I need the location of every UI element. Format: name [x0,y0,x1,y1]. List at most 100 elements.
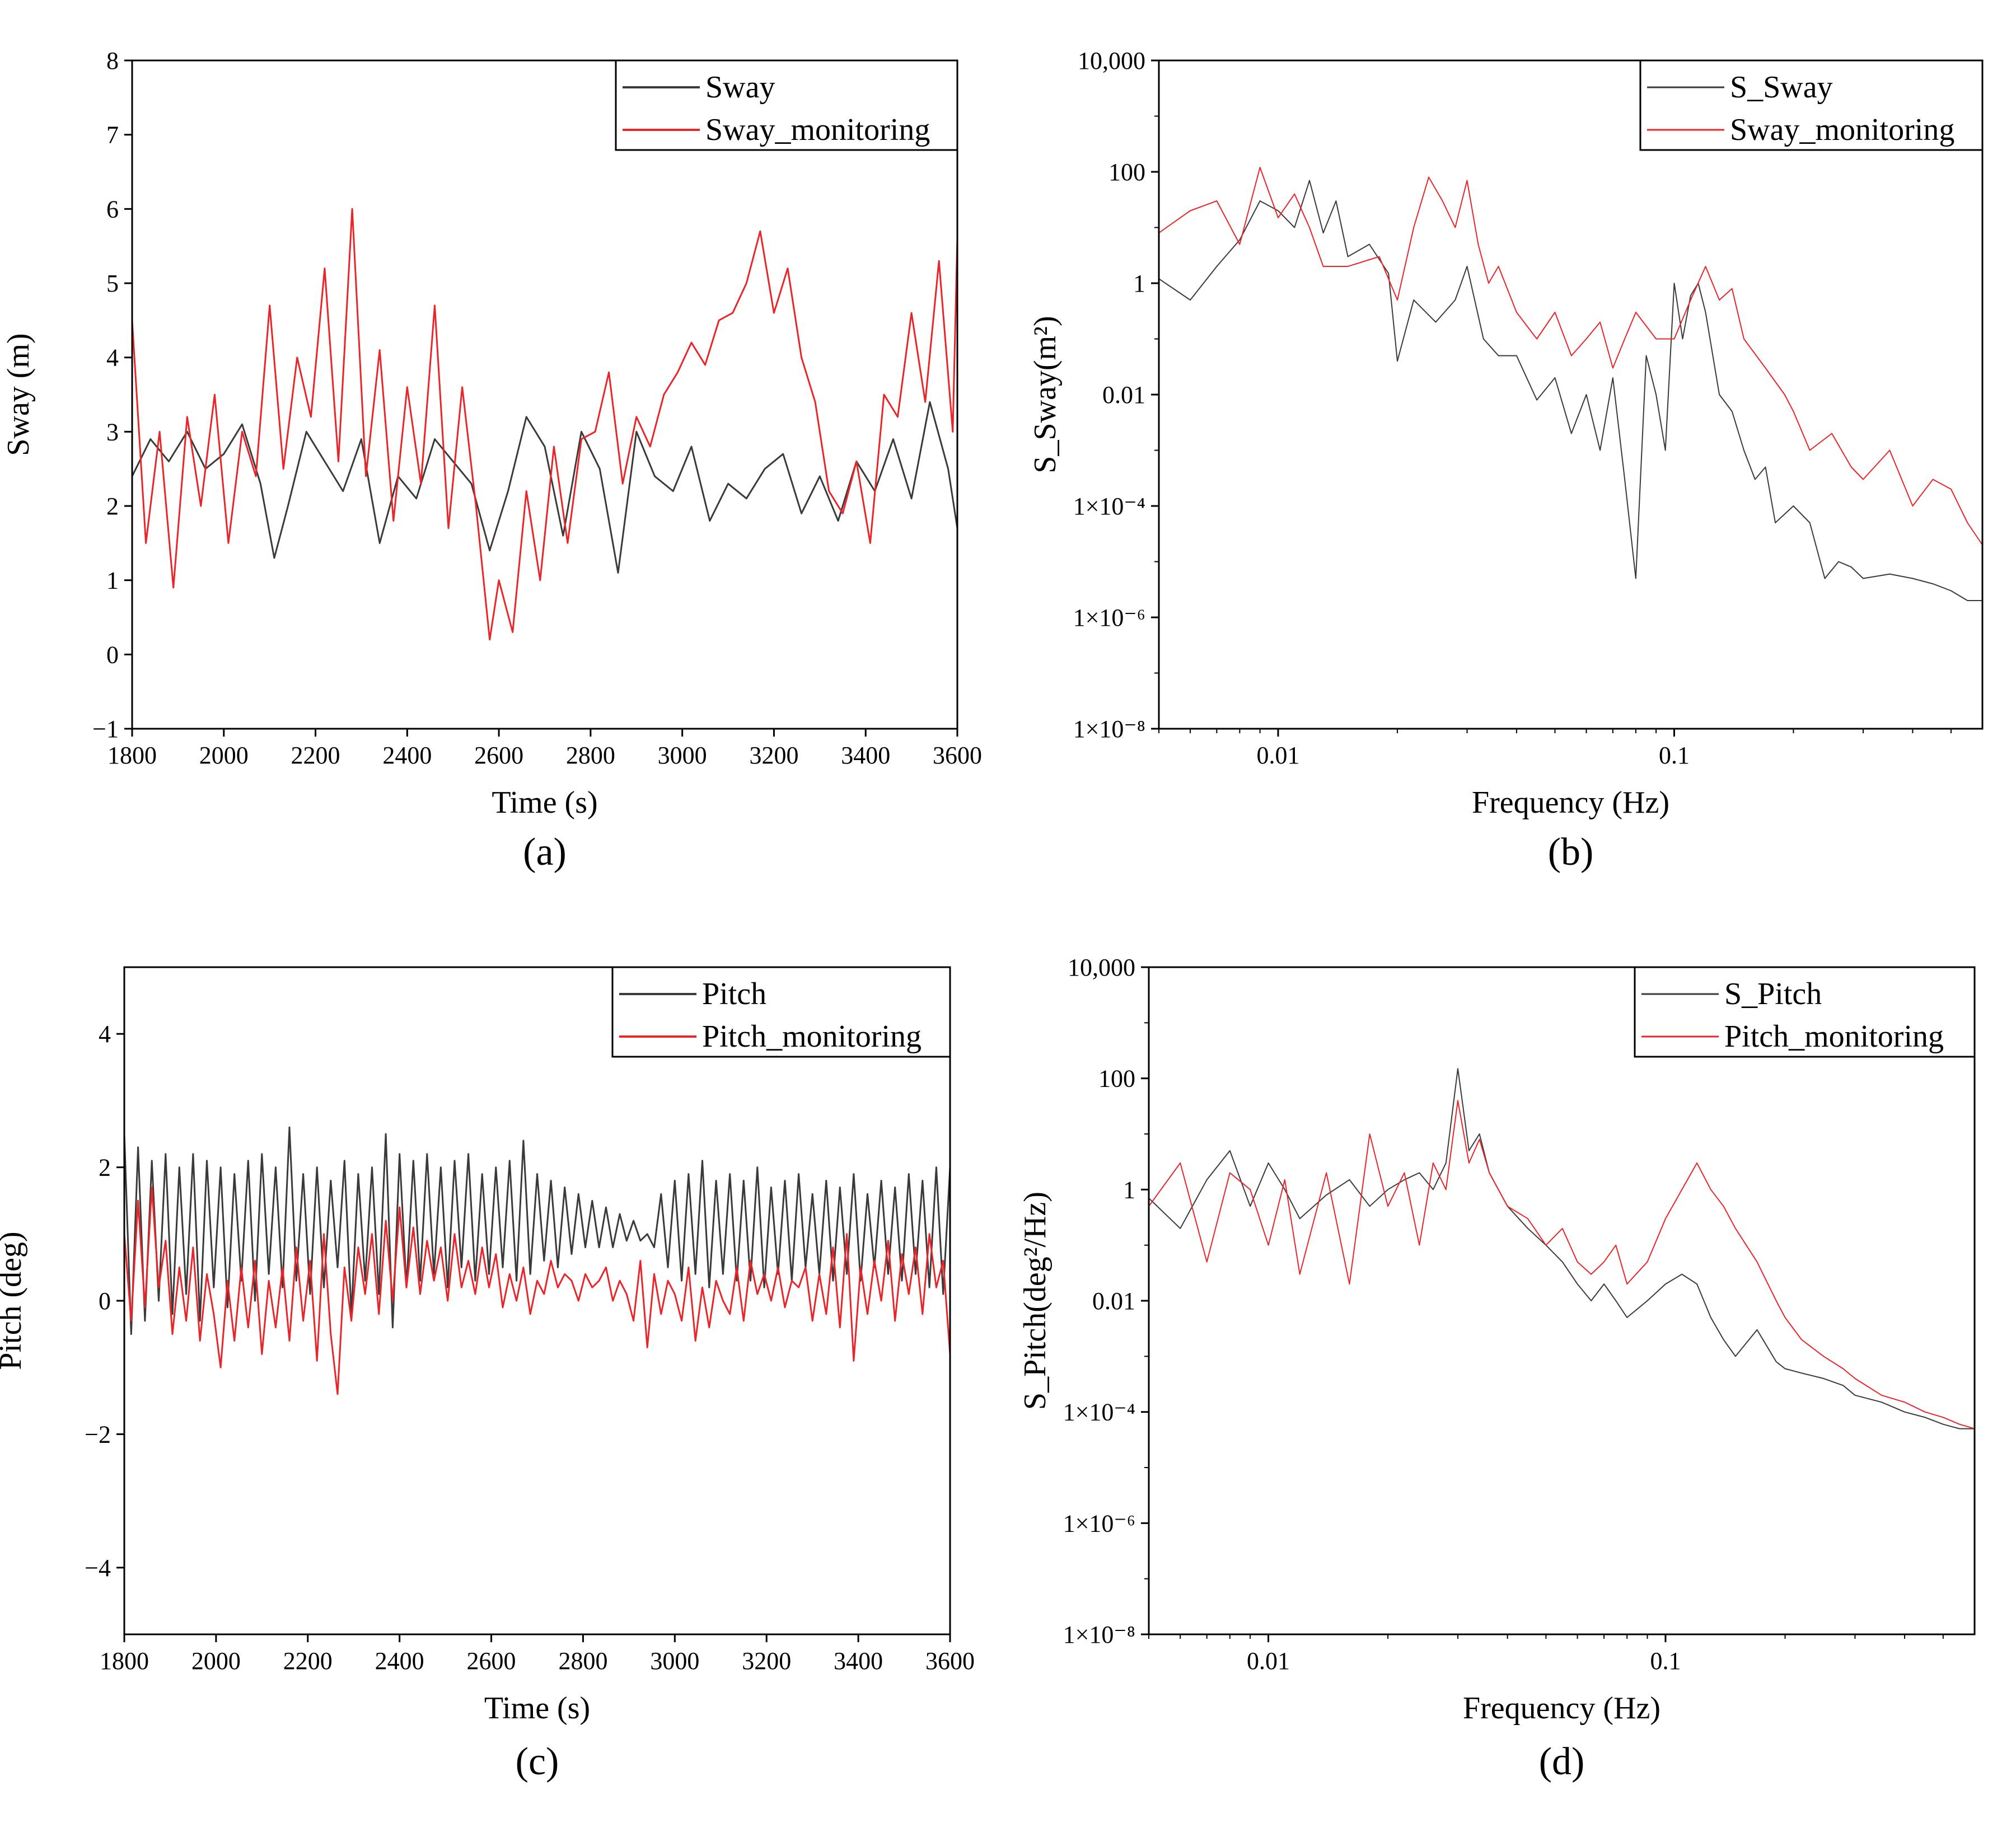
legend-label: S_Pitch [1724,977,1822,1011]
x-tick-label: 2200 [283,1647,333,1675]
legend: Pitch Pitch_monitoring [611,966,951,1058]
y-axis-label: S_Pitch(deg²/Hz) [1018,1192,1053,1410]
series-line-pitch-monitoring [1149,1100,1975,1429]
legend: S_Pitch Pitch_monitoring [1634,966,1976,1058]
y-tick-label: 1×10⁻⁴ [1073,493,1145,520]
x-tick-label: 3200 [749,742,798,769]
x-axis-label: Time (s) [492,785,597,820]
plot-frame [1158,59,1984,730]
y-tick-label: −2 [85,1421,111,1448]
panel-label: (d) [1539,1740,1585,1783]
x-tick-label: 3400 [834,1647,883,1675]
x-tick-label: 2600 [474,742,523,769]
series-line-sway-monitoring [132,208,957,641]
x-tick-label: 1800 [107,742,157,769]
x-tick-label: 2800 [558,1647,607,1675]
y-tick-label: 1×10⁻⁴ [1063,1399,1135,1426]
x-tick-label: 2800 [566,742,615,769]
legend-label: Sway [705,70,775,105]
y-tick-label: 8 [106,47,119,74]
plot-frame [1148,966,1976,1635]
x-tick-label: 3600 [933,742,982,769]
y-tick-label: 4 [106,344,119,372]
y-tick-label: 4 [99,1020,111,1048]
legend-box [1639,59,1984,151]
y-tick-label: 1×10⁻⁸ [1063,1621,1135,1648]
y-tick-label: 3 [106,418,119,446]
y-tick-label: 0.01 [1092,1287,1135,1315]
x-tick-label: 2200 [291,742,340,769]
y-axis-label: Sway (m) [1,333,36,456]
legend-label: Pitch [702,977,766,1011]
y-tick-label: 5 [106,270,119,297]
legend-box [611,966,951,1058]
plot-frame [131,59,958,730]
y-tick-label: 1 [1133,270,1145,297]
legend: Sway Sway_monitoring [615,59,958,151]
legend-box [615,59,958,151]
x-tick-label: 3000 [650,1647,699,1675]
series-line-sway-monitoring [1159,167,1982,546]
x-tick-label: 3400 [841,742,890,769]
plot-frame [123,966,951,1635]
panel-label: (a) [523,831,567,874]
y-tick-label: 2 [99,1154,111,1182]
series-line-sway [132,401,957,574]
x-tick-label: 3000 [658,742,707,769]
y-tick-label: 1×10⁻⁶ [1073,604,1145,631]
y-tick-label: 0 [99,1287,111,1315]
y-tick-label: 1 [1123,1176,1135,1203]
y-tick-label: 100 [1098,1065,1135,1093]
x-tick-label: 2600 [467,1647,516,1675]
y-tick-label: −4 [85,1554,111,1582]
series-line-s-pitch [1149,1068,1975,1429]
legend: S_Sway Sway_monitoring [1639,59,1984,151]
x-tick-label: 0.01 [1256,742,1299,769]
series-line-pitch-monitoring [124,1186,950,1395]
chart-d: 0.01 0.1 1×10⁻⁸ 1×10⁻⁶ 1×10⁻⁴ 0.01 1 100 10,000 F… [1018,954,1976,1783]
y-tick-label: 1 [106,567,119,594]
y-tick-label: 1×10⁻⁶ [1063,1510,1135,1537]
y-tick-label: −1 [92,715,119,743]
series-group [1159,167,1982,601]
legend-label: S_Sway [1730,70,1833,105]
y-tick-label: 2 [106,493,119,520]
x-tick-label: 0.1 [1659,742,1690,769]
x-tick-label: 2400 [375,1647,424,1675]
series-group [132,208,957,641]
chart-c: 1800 2000 2200 2400 2600 2800 3000 3200 3400 3600… [0,966,975,1783]
series-line-s-sway [1159,180,1982,601]
x-tick-label: 0.01 [1247,1647,1290,1675]
y-tick-label: 10,000 [1078,47,1145,74]
x-axis-label: Frequency (Hz) [1463,1691,1660,1726]
x-tick-label: 0.1 [1650,1647,1681,1675]
y-axis-label: S_Sway(m²) [1028,316,1063,473]
legend-box [1634,966,1976,1058]
series-group [124,1126,950,1395]
x-tick-label: 3600 [925,1647,975,1675]
y-tick-label: 10,000 [1068,954,1135,981]
x-axis-label: Frequency (Hz) [1472,785,1669,820]
series-line-pitch [124,1126,950,1335]
legend-label: Sway_monitoring [1730,113,1954,147]
chart-b: 0.01 0.1 1×10⁻⁸ 1×10⁻⁶ 1×10⁻⁴ 0.01 1 100 10,000 F… [1028,47,1984,874]
series-group [1149,1068,1975,1429]
legend-label: Pitch_monitoring [1724,1019,1944,1054]
legend-label: Pitch_monitoring [702,1019,922,1054]
y-tick-label: 100 [1108,158,1145,186]
x-tick-label: 2400 [382,742,432,769]
y-tick-label: 6 [106,195,119,223]
chart-a: 1800 2000 2200 2400 2600 2800 3000 3200 3400 3600… [1,47,982,874]
x-tick-label: 2000 [191,1647,241,1675]
y-tick-label: 0.01 [1102,381,1145,409]
x-tick-label: 3200 [742,1647,791,1675]
panel-label: (c) [516,1740,559,1783]
panel-label: (b) [1548,831,1594,874]
x-tick-label: 1800 [100,1647,149,1675]
x-tick-label: 2000 [199,742,249,769]
y-axis-label: Pitch (deg) [0,1231,28,1370]
legend-label: Sway_monitoring [705,113,930,147]
x-axis-label: Time (s) [484,1691,590,1726]
y-tick-label: 7 [106,121,119,149]
